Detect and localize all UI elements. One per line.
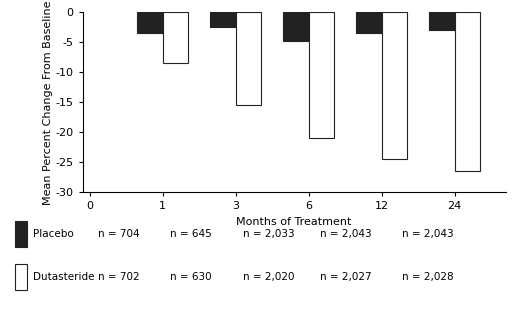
Bar [283,12,309,41]
Y-axis label: Mean Percent Change From Baseline: Mean Percent Change From Baseline [43,0,53,205]
Text: n = 2,033: n = 2,033 [243,229,294,239]
Bar [15,264,27,290]
Text: n = 2,043: n = 2,043 [402,229,454,239]
Bar [356,12,382,33]
Text: n = 630: n = 630 [170,272,212,282]
Text: n = 645: n = 645 [170,229,212,239]
Bar [15,221,27,246]
Bar [137,12,163,33]
Bar [163,12,188,63]
Bar [210,12,236,27]
X-axis label: Months of Treatment: Months of Treatment [236,217,352,227]
Text: Dutasteride: Dutasteride [33,272,94,282]
Bar [429,12,455,30]
Text: Placebo: Placebo [33,229,74,239]
Text: n = 2,027: n = 2,027 [320,272,372,282]
Bar [236,12,261,105]
Bar [455,12,480,171]
Text: n = 2,028: n = 2,028 [402,272,454,282]
Text: n = 702: n = 702 [98,272,139,282]
Bar [309,12,334,138]
Bar [382,12,407,159]
Text: n = 704: n = 704 [98,229,139,239]
Text: n = 2,043: n = 2,043 [320,229,372,239]
Text: n = 2,020: n = 2,020 [243,272,294,282]
